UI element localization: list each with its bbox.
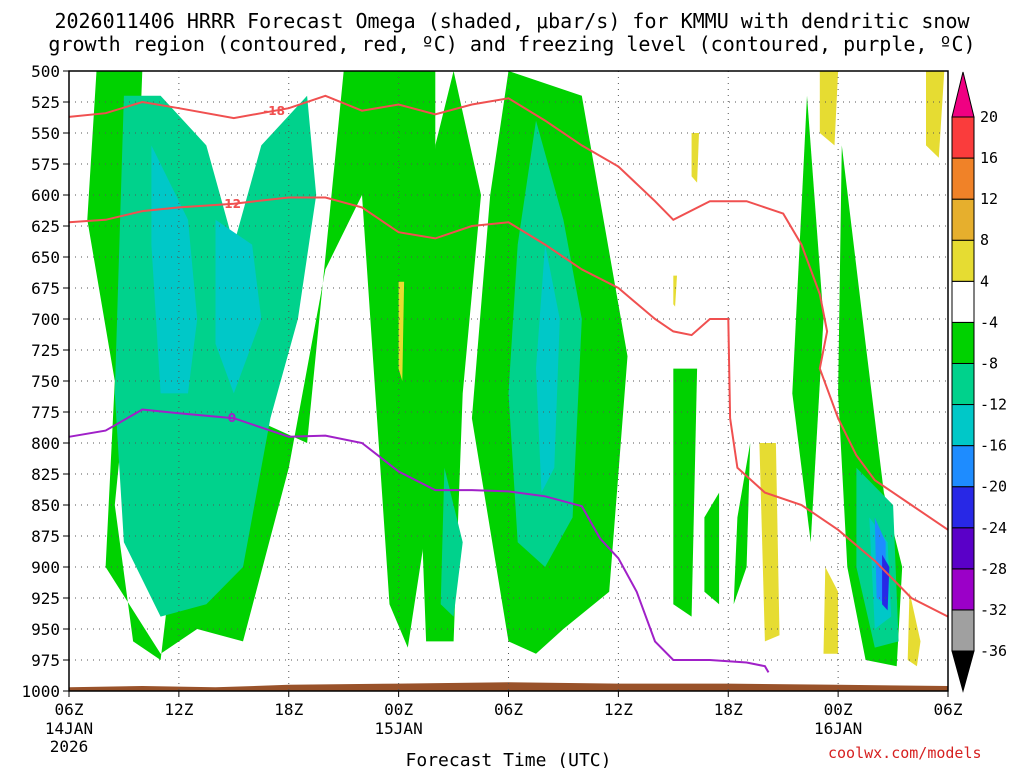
colorbar-tick-label: -36 [980,642,1007,660]
colorbar-tick-label: 20 [980,108,998,126]
omega-region-20 [907,591,921,667]
contour-label: 0 [228,411,236,425]
x-tick-label: 06Z [494,700,523,719]
omega-region-8 [114,95,317,617]
omega-region-13 [215,219,262,394]
colorbar-under-arrow [951,650,975,693]
y-tick-label: 550 [31,124,60,143]
y-tick-label: 900 [31,558,60,577]
omega-region-23 [398,281,405,381]
colorbar-box [951,609,975,652]
omega-region-12 [151,145,198,394]
y-tick-label: 500 [31,62,60,81]
contour-line [68,94,949,531]
y-tick-label: 825 [31,465,60,484]
colorbar-box [951,116,975,159]
x-tick-label: 18Z [274,700,303,719]
omega-region-25 [673,275,677,307]
x-tick-sublabel: 14JAN [45,719,93,738]
colorbar-box [951,239,975,282]
omega-region-11 [440,467,463,617]
omega-region-24 [691,133,699,183]
y-tick-label: 925 [31,589,60,608]
colorbar-box [951,321,975,364]
omega-region-2 [416,71,481,642]
x-tick-label: 12Z [164,700,193,719]
colorbar-tick-label: -28 [980,560,1007,578]
y-tick-label: 950 [31,620,60,639]
y-tick-label: 975 [31,651,60,670]
colorbar-box [951,486,975,529]
colorbar-box [951,445,975,488]
omega-region-5 [733,443,751,605]
colorbar-box [951,280,975,323]
colorbar-box [951,198,975,241]
y-tick-label: 575 [31,155,60,174]
y-tick-label: 700 [31,310,60,329]
x-tick-label: 06Z [55,700,84,719]
colorbar-box [951,362,975,406]
y-tick-label: 800 [31,434,60,453]
y-tick-label: 650 [31,248,60,267]
y-tick-label: 850 [31,496,60,515]
colorbar-over-arrow [951,71,975,118]
contour-line [68,408,770,673]
ground-fill [69,682,948,691]
contour-label: -18 [263,104,285,118]
chart-title-line1: 2026011406 HRRR Forecast Omega (shaded, … [54,9,970,33]
x-tick-sublabel: 15JAN [375,719,423,738]
colorbar-box [951,157,975,200]
colorbar-tick-label: 8 [980,231,989,249]
colorbar-tick-label: -8 [980,354,998,372]
x-tick-label: 00Z [824,700,853,719]
x-tick-label: 12Z [604,700,633,719]
x-tick-label: 18Z [714,700,743,719]
contour-label: -12 [219,197,241,211]
colorbar-tick-label: 12 [980,190,998,208]
colorbar-tick-label: -16 [980,437,1007,455]
y-tick-label: 775 [31,403,60,422]
omega-region-22 [819,71,839,146]
x-tick-sublabel: 2026 [50,737,89,756]
colorbar-tick-label: 16 [980,149,998,167]
colorbar-box [951,527,975,570]
omega-region-19 [823,567,839,654]
contour-line [68,196,949,618]
y-tick-label: 750 [31,372,60,391]
omega-region-18 [759,443,780,642]
omega-region-21 [926,71,945,158]
omega-region-6 [704,492,720,605]
y-tick-label: 525 [31,93,60,112]
y-tick-label: 625 [31,217,60,236]
y-tick-label: 600 [31,186,60,205]
y-tick-label: 1000 [21,682,60,701]
colorbar-tick-label: 4 [980,272,989,290]
x-tick-label: 00Z [384,700,413,719]
x-tick-label: 06Z [934,700,963,719]
watermark-text: coolwx.com/models [828,744,982,762]
chart-title-line2: growth region (contoured, red, ºC) and f… [48,32,976,56]
colorbar-tick-label: -32 [980,601,1007,619]
colorbar-box [951,568,975,611]
y-tick-label: 725 [31,341,60,360]
omega-region-0 [87,71,436,660]
x-tick-sublabel: 16JAN [814,719,862,738]
colorbar-tick-label: -24 [980,519,1007,537]
omega-region-14 [536,244,560,493]
omega-region-17 [882,554,890,611]
omega-region-7 [673,368,698,617]
y-tick-label: 875 [31,527,60,546]
colorbar-tick-label: -12 [980,396,1007,414]
colorbar-tick-label: -4 [980,313,998,331]
colorbar-box [951,404,975,447]
colorbar-tick-label: -20 [980,478,1007,496]
x-axis-label: Forecast Time (UTC) [406,750,612,768]
y-tick-label: 675 [31,279,60,298]
